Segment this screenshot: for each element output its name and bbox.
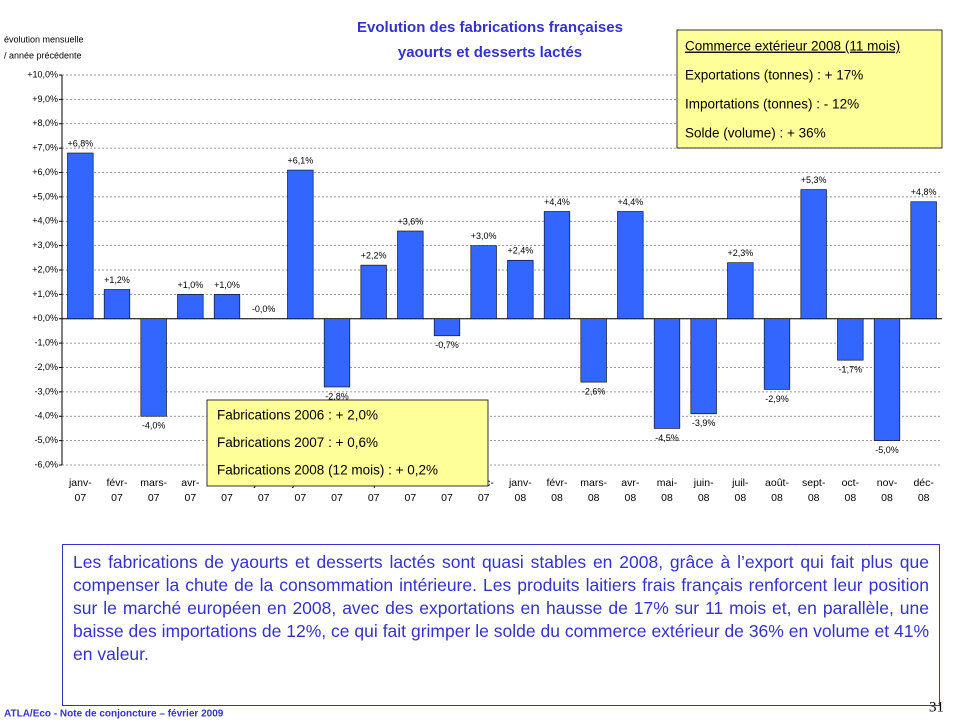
bar: [910, 201, 937, 320]
x-tick-label: juil-08: [731, 477, 749, 504]
data-label: -2,6%: [582, 387, 606, 397]
production-box: [206, 399, 489, 487]
data-label: -0,7%: [435, 340, 459, 350]
bar: [433, 318, 461, 337]
x-tick-label: sept-08: [802, 477, 826, 504]
data-label: -4,0%: [142, 421, 166, 431]
y-axis-label: évolution mensuelle: [4, 34, 84, 44]
bar: [727, 262, 754, 320]
x-tick-label: janv-07: [68, 477, 92, 504]
y-tick-label: +4,0%: [32, 216, 58, 226]
bar: [763, 318, 791, 390]
bar: [543, 211, 571, 320]
y-tick-label: +7,0%: [32, 143, 58, 153]
chart-title: Evolution des fabrications françaises: [357, 19, 623, 36]
y-tick-label: +2,0%: [32, 264, 58, 274]
bar: [103, 289, 131, 320]
trade-box: [676, 29, 943, 149]
footer: ATLA/Eco - Note de conjoncture – février…: [4, 709, 224, 720]
y-tick-label: -3,0%: [34, 386, 58, 396]
x-tick-label: mai-08: [657, 477, 678, 504]
data-label: +3,6%: [397, 216, 423, 226]
data-label: +6,8%: [67, 138, 93, 148]
y-tick-label: +1,0%: [32, 289, 58, 299]
bar: [653, 318, 681, 429]
bar: [800, 189, 827, 320]
y-tick-label: -2,0%: [34, 362, 58, 372]
x-tick-label: août-08: [765, 477, 789, 504]
y-tick-label: +8,0%: [32, 118, 58, 128]
y-tick-label: +6,0%: [32, 167, 58, 177]
trade-line: Solde (volume) : + 36%: [685, 126, 826, 141]
x-tick-label: févr-07: [107, 477, 129, 504]
y-tick-label: -4,0%: [34, 411, 58, 421]
data-label: +6,1%: [287, 155, 313, 165]
data-label: +5,3%: [801, 175, 827, 185]
bar: [470, 245, 497, 320]
y-tick-label: +9,0%: [32, 94, 58, 104]
data-label: -4,5%: [655, 433, 679, 443]
data-label: +1,2%: [104, 275, 130, 285]
data-label: +2,4%: [507, 246, 533, 256]
data-label: -1,7%: [839, 365, 863, 375]
bar: [287, 169, 314, 320]
bar: [323, 318, 351, 388]
bar: [177, 294, 204, 320]
x-tick-label: nov-08: [877, 477, 898, 504]
data-label: +3,0%: [471, 231, 497, 241]
production-line: Fabrications 2008 (12 mois) : + 0,2%: [217, 463, 438, 478]
page-number: 31: [929, 699, 944, 715]
bar: [617, 211, 644, 320]
x-tick-label: janv-08: [508, 477, 532, 504]
x-tick-label: juin-08: [693, 477, 714, 504]
y-tick-label: +3,0%: [32, 240, 58, 250]
data-label: +4,8%: [911, 187, 937, 197]
x-tick-label: mars-08: [580, 477, 607, 504]
bar: [690, 318, 717, 415]
data-label: -2,8%: [325, 391, 349, 401]
y-tick-label: +10,0%: [27, 69, 58, 79]
y-tick-label: -6,0%: [34, 459, 58, 469]
x-tick-label: mars-07: [140, 477, 167, 504]
x-tick-label: déc-08: [913, 477, 934, 504]
trade-line: Importations (tonnes) : - 12%: [685, 97, 859, 112]
y-axis-label: / année précédente: [4, 50, 82, 60]
bar: [580, 318, 607, 383]
data-label: +2,2%: [361, 251, 387, 261]
trade-heading: Commerce extérieur 2008 (11 mois): [685, 39, 900, 54]
bar: [140, 318, 167, 417]
x-tick-label: févr-08: [547, 477, 569, 504]
chart-title: yaourts et desserts lactés: [398, 44, 582, 61]
bar: [213, 294, 241, 320]
y-tick-label: -5,0%: [34, 435, 58, 445]
data-label: +1,0%: [214, 280, 240, 290]
data-label: +4,4%: [544, 197, 570, 207]
y-tick-label: +5,0%: [32, 191, 58, 201]
bar: [507, 259, 534, 320]
paragraph: Les fabrications de yaourts et desserts …: [62, 544, 940, 706]
x-tick-label: avr-07: [181, 477, 200, 504]
data-label: -0,0%: [252, 304, 276, 314]
bar: [873, 318, 901, 441]
data-label: +1,0%: [177, 280, 203, 290]
production-line: Fabrications 2006 : + 2,0%: [217, 408, 378, 423]
x-tick-label: oct-08: [842, 477, 860, 504]
x-tick-label: avr-08: [621, 477, 640, 504]
bar: [67, 152, 94, 320]
production-line: Fabrications 2007 : + 0,6%: [217, 435, 378, 450]
data-label: -5,0%: [875, 445, 899, 455]
bar: [360, 264, 387, 320]
y-tick-label: -1,0%: [34, 338, 58, 348]
data-label: +4,4%: [617, 197, 643, 207]
data-label: -2,9%: [765, 394, 789, 404]
data-label: +2,3%: [727, 248, 753, 258]
bar: [397, 230, 424, 320]
y-tick-label: +0,0%: [32, 313, 58, 323]
data-label: -3,9%: [692, 418, 716, 428]
trade-line: Exportations (tonnes) : + 17%: [685, 68, 863, 83]
bar: [837, 318, 864, 361]
